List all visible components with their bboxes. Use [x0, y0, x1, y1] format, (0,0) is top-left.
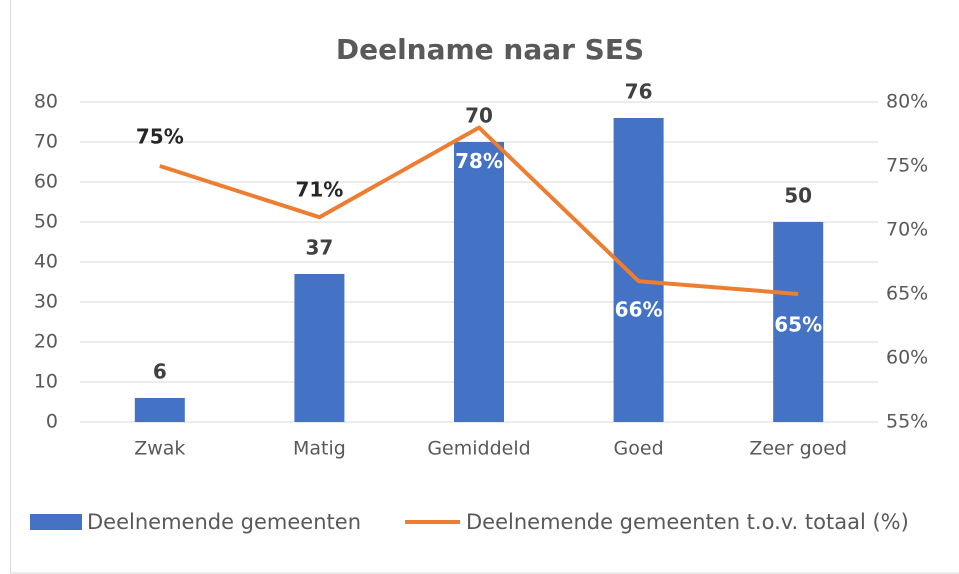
bar	[294, 274, 345, 422]
line-value-label: 75%	[136, 125, 184, 149]
y-tick-label: 20	[34, 331, 58, 353]
y2-tick-label: 75%	[886, 155, 928, 177]
chart-title: Deelname naar SES	[336, 33, 644, 66]
line-value-label: 71%	[295, 178, 343, 202]
bar	[773, 222, 824, 422]
line-value-label: 78%	[455, 149, 503, 173]
x-tick-label: Zeer goed	[749, 438, 847, 460]
x-tick-label: Matig	[293, 438, 346, 460]
bar-value-label: 50	[784, 184, 812, 208]
y-tick-label: 60	[34, 171, 58, 193]
legend-label: Deelnemende gemeenten	[87, 510, 361, 534]
bar	[613, 118, 664, 422]
x-tick-label: Gemiddeld	[427, 438, 530, 460]
y-tick-label: 40	[34, 251, 58, 273]
legend-swatch	[30, 514, 82, 530]
line-value-label: 66%	[615, 298, 663, 322]
y2-tick-label: 80%	[886, 91, 928, 113]
y-tick-label: 80	[34, 91, 58, 113]
bar-value-label: 70	[465, 104, 493, 128]
y-tick-label: 70	[34, 131, 58, 153]
y-tick-label: 50	[34, 211, 58, 233]
y-tick-label: 30	[34, 291, 58, 313]
bar-value-label: 76	[625, 80, 653, 104]
line-value-label: 65%	[774, 313, 822, 337]
bar-value-label: 6	[153, 360, 167, 384]
y2-tick-label: 55%	[886, 411, 928, 433]
y2-tick-label: 70%	[886, 219, 928, 241]
line	[159, 125, 799, 296]
bar	[454, 142, 504, 422]
x-tick-label: Zwak	[134, 438, 185, 460]
y-tick-label: 10	[34, 371, 58, 393]
y-tick-label: 0	[46, 411, 58, 433]
y2-tick-label: 65%	[886, 283, 928, 305]
y2-tick-label: 60%	[886, 347, 928, 369]
bar-value-label: 37	[305, 236, 333, 260]
bar	[134, 398, 185, 422]
x-tick-label: Goed	[614, 438, 664, 460]
legend-label: Deelnemende gemeenten t.o.v. totaal (%)	[466, 510, 909, 534]
